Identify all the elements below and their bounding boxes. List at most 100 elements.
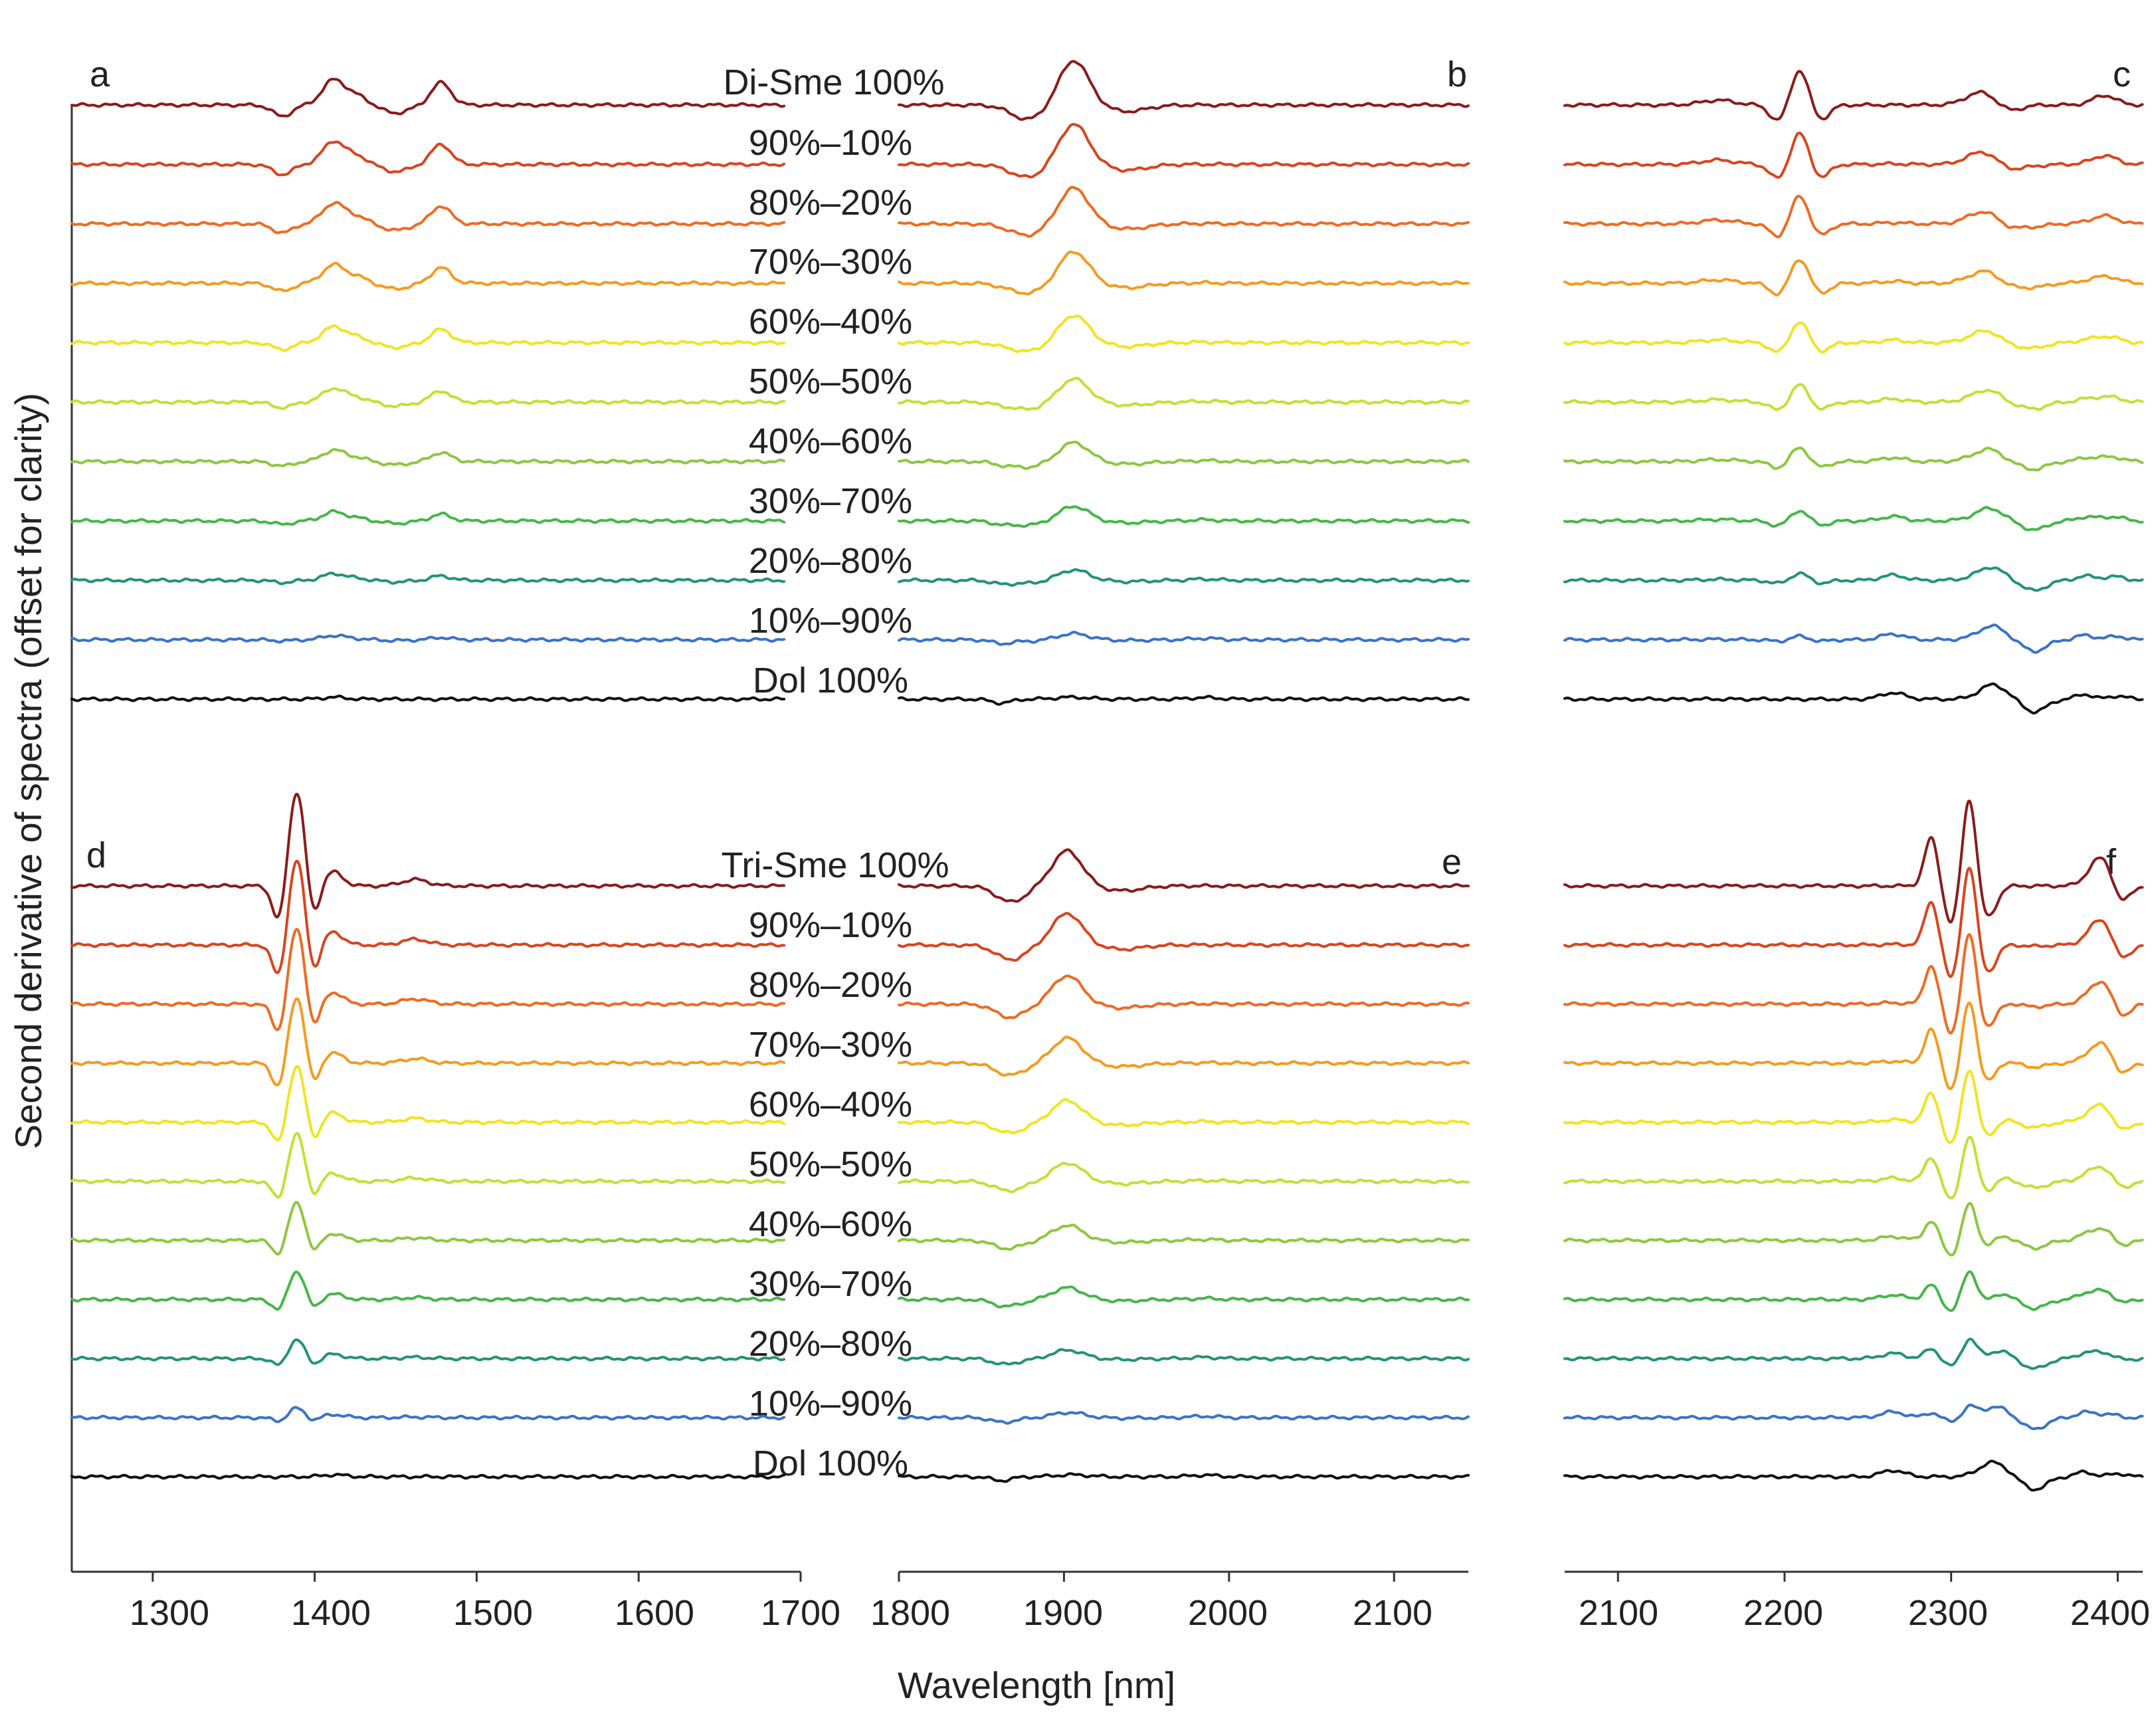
bottom-label-3: 70%–30% <box>749 1025 912 1065</box>
top-trace-panel-c-series-3 <box>1563 259 2144 296</box>
top-trace-panel-b-series-5 <box>898 376 1470 411</box>
bottom-trace-panel-d-series-8 <box>70 1338 786 1366</box>
top-trace-panel-a-series-7 <box>70 509 786 526</box>
bottom-trace-panel-f-series-2 <box>1563 933 2144 1035</box>
top-trace-panel-a-series-9 <box>70 633 786 644</box>
bottom-trace-panel-f-series-4 <box>1563 1069 2144 1144</box>
top-label-9: 10%–90% <box>749 601 912 641</box>
top-mixture-labels: Di-Sme 100% 90%–10% 80%–20% 70%–30% 60%–… <box>723 62 944 700</box>
bottom-trace-panel-f-series-9 <box>1563 1403 2144 1430</box>
panel-letter-a: a <box>90 54 110 94</box>
top-trace-panel-c-series-10 <box>1563 682 2144 714</box>
bottom-trace-panel-f-series-5 <box>1563 1135 2144 1200</box>
top-trace-panel-a-series-0 <box>70 78 786 118</box>
tick-label-middle-1800: 1800 <box>870 1593 950 1633</box>
bottom-trace-panel-d-series-4 <box>70 1065 786 1142</box>
top-trace-panel-c-series-2 <box>1563 195 2144 239</box>
tick-label-right-2200: 2200 <box>1743 1593 1823 1633</box>
bottom-trace-panel-e-series-1 <box>898 912 1470 962</box>
top-label-7: 30%–70% <box>749 481 912 521</box>
bottom-trace-panel-e-series-0 <box>898 848 1470 903</box>
axes <box>70 106 2143 1573</box>
tick-label-right-2400: 2400 <box>2070 1593 2150 1633</box>
bottom-trace-panel-d-series-3 <box>70 997 786 1087</box>
bottom-trace-panel-d-series-7 <box>70 1270 786 1311</box>
top-trace-panel-c-series-9 <box>1563 623 2144 654</box>
top-trace-panel-c-series-0 <box>1563 70 2144 121</box>
bottom-trace-panel-e-series-6 <box>898 1224 1470 1251</box>
bottom-trace-panel-e-series-10 <box>898 1472 1470 1483</box>
top-trace-panel-a-series-3 <box>70 261 786 292</box>
tick-label-left-1500: 1500 <box>453 1593 533 1633</box>
bottom-mixture-labels: Tri-Sme 100% 90%–10% 80%–20% 70%–30% 60%… <box>721 845 949 1483</box>
bottom-trace-panel-f-series-0 <box>1563 800 2144 924</box>
top-label-1: 90%–10% <box>749 123 912 163</box>
top-trace-panel-b-series-9 <box>898 631 1470 646</box>
panel-letter-d: d <box>86 835 106 875</box>
bottom-trace-panel-e-series-5 <box>898 1162 1470 1194</box>
bottom-trace-panel-f-series-8 <box>1563 1337 2144 1370</box>
tick-marks <box>151 1572 2119 1582</box>
bottom-trace-panel-d-series-0 <box>70 792 786 918</box>
bottom-trace-panel-e-series-7 <box>898 1285 1470 1309</box>
tick-label-middle-2100: 2100 <box>1353 1593 1432 1633</box>
bottom-label-0: Tri-Sme 100% <box>721 845 949 885</box>
top-label-4: 60%–40% <box>749 302 912 342</box>
tick-label-left-1700: 1700 <box>761 1593 840 1633</box>
bottom-trace-panel-f-series-7 <box>1563 1270 2144 1312</box>
tick-label-left-1300: 1300 <box>130 1593 209 1633</box>
top-trace-panel-b-series-4 <box>898 314 1470 353</box>
tick-labels: 1300 1400 1500 1600 1700 1800 1900 2000 … <box>130 1593 2150 1633</box>
bottom-trace-panel-e-series-9 <box>898 1411 1470 1425</box>
tick-label-left-1600: 1600 <box>615 1593 694 1633</box>
tick-label-right-2100: 2100 <box>1579 1593 1658 1633</box>
top-trace-panel-c-series-1 <box>1563 132 2144 179</box>
top-trace-panel-c-series-4 <box>1563 322 2144 354</box>
bottom-trace-panel-d-series-1 <box>70 859 786 974</box>
panel-letter-b: b <box>1447 54 1467 94</box>
top-label-5: 50%–50% <box>749 362 912 401</box>
tick-label-middle-2000: 2000 <box>1188 1593 1268 1633</box>
tick-label-left-1400: 1400 <box>291 1593 371 1633</box>
bottom-label-5: 50%–50% <box>749 1144 912 1184</box>
top-trace-panel-c-series-6 <box>1563 447 2144 472</box>
bottom-trace-panel-d-series-5 <box>70 1132 786 1199</box>
top-trace-panel-a-series-10 <box>70 695 786 702</box>
top-trace-panel-b-series-10 <box>898 695 1470 706</box>
bottom-label-1: 90%–10% <box>749 905 912 945</box>
top-trace-panel-b-series-0 <box>898 60 1470 121</box>
bottom-label-2: 80%–20% <box>749 965 912 1005</box>
bottom-trace-panel-f-series-6 <box>1563 1202 2144 1257</box>
bottom-trace-panel-d-series-6 <box>70 1201 786 1256</box>
spectrum-traces <box>70 60 2144 1492</box>
bottom-trace-panel-d-series-2 <box>70 928 786 1031</box>
bottom-trace-panel-d-series-9 <box>70 1406 786 1424</box>
y-axis-title: Second derivative of spectra (offset for… <box>7 393 49 1149</box>
bottom-trace-panel-d-series-10 <box>70 1473 786 1480</box>
top-trace-panel-c-series-8 <box>1563 566 2144 592</box>
bottom-trace-panel-e-series-2 <box>898 974 1470 1019</box>
top-label-2: 80%–20% <box>749 183 912 223</box>
bottom-trace-panel-f-series-3 <box>1563 1002 2144 1091</box>
top-label-10: Dol 100% <box>753 661 908 700</box>
top-trace-panel-b-series-8 <box>898 568 1470 587</box>
bottom-trace-panel-f-series-10 <box>1563 1459 2144 1492</box>
bottom-trace-panel-f-series-1 <box>1563 867 2144 978</box>
bottom-trace-panel-e-series-8 <box>898 1348 1470 1366</box>
tick-label-right-2300: 2300 <box>1908 1593 1988 1633</box>
panel-letter-c: c <box>2113 54 2131 94</box>
top-trace-panel-b-series-6 <box>898 441 1470 471</box>
top-trace-panel-a-series-1 <box>70 140 786 177</box>
panel-letter-e: e <box>1442 842 1462 882</box>
bottom-trace-panel-e-series-3 <box>898 1035 1470 1077</box>
bottom-label-6: 40%–60% <box>749 1204 912 1244</box>
top-trace-panel-b-series-2 <box>898 185 1470 238</box>
bottom-label-4: 60%–40% <box>749 1085 912 1124</box>
top-trace-panel-c-series-5 <box>1563 383 2144 411</box>
tick-label-middle-1900: 1900 <box>1023 1593 1103 1633</box>
top-trace-panel-a-series-4 <box>70 324 786 352</box>
panel-letters: a b c d e f <box>86 54 2131 882</box>
top-label-3: 70%–30% <box>749 242 912 282</box>
top-trace-panel-b-series-7 <box>898 505 1470 528</box>
